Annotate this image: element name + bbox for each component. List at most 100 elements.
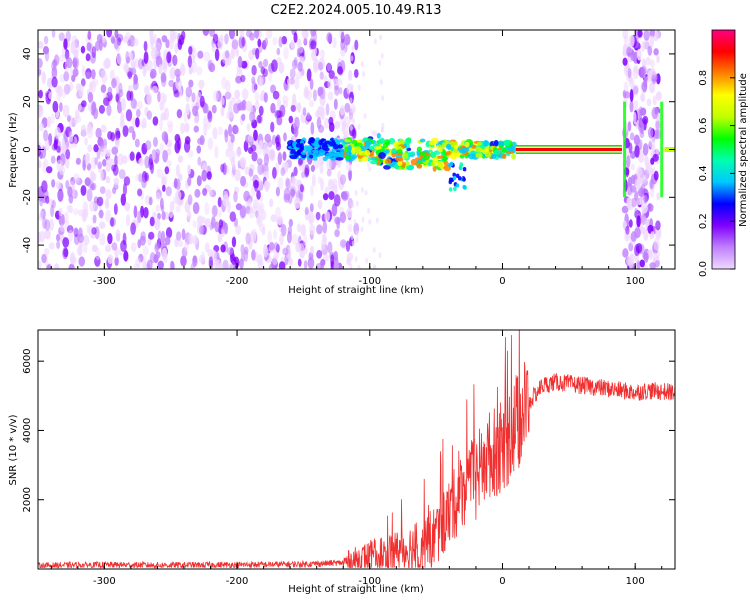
- spectrogram-cell: [86, 42, 92, 52]
- spectrogram-cell: [653, 48, 659, 56]
- spectrogram-cell: [207, 248, 213, 258]
- spectrogram-cell: [69, 251, 76, 265]
- spectrogram-cell: [409, 151, 416, 155]
- spectrogram-cell: [656, 192, 661, 201]
- spectrogram-cell: [277, 152, 283, 166]
- spectrogram-cell: [270, 84, 277, 94]
- spectrogram-cell: [211, 205, 218, 217]
- spectrogram-cell: [144, 172, 150, 182]
- spectrogram-cell: [349, 124, 353, 131]
- spectrogram-cell: [72, 68, 79, 78]
- spectrogram-cell: [398, 157, 404, 162]
- spectrogram-cell: [341, 192, 348, 202]
- spectrogram-cell: [276, 110, 283, 118]
- spectrogram-cell: [327, 78, 332, 91]
- spectrogram-cell: [58, 213, 66, 227]
- spectrogram-cell: [281, 224, 287, 237]
- spectrogram-cell: [133, 263, 141, 269]
- spectrogram-cell: [649, 30, 655, 38]
- spectrogram-cell: [303, 247, 308, 255]
- spectrogram-cell: [241, 36, 246, 47]
- spectrogram-cell: [111, 146, 119, 155]
- snr-x-label: Height of straight line (km): [288, 584, 424, 595]
- spectrogram-cell: [315, 211, 321, 221]
- spectrogram-cell: [378, 59, 382, 66]
- spectrogram-cell: [326, 158, 332, 171]
- spectrogram-cell: [296, 71, 303, 79]
- spectrogram-cell: [281, 36, 288, 45]
- spectrogram-cell: [98, 104, 106, 114]
- spectrogram-cell: [235, 48, 239, 57]
- spectrogram-cell: [84, 177, 91, 187]
- spectrogram-cell: [132, 80, 139, 91]
- spectrogram-cell: [217, 232, 223, 243]
- spectrogram-cell: [38, 58, 43, 69]
- spectrogram-cell: [68, 81, 74, 92]
- spectrogram-cell: [638, 106, 644, 116]
- spectrogram-cell: [623, 35, 629, 44]
- spectrogram-cell: [194, 188, 201, 198]
- spectrogram-plot: [38, 30, 675, 269]
- spectrogram-cell: [234, 89, 241, 100]
- spectrogram-cell: [272, 229, 278, 240]
- spectrogram-cell: [304, 206, 309, 216]
- spectrogram-cell: [204, 218, 211, 228]
- spectrogram-cell: [98, 38, 103, 51]
- spectrogram-cell: [130, 67, 137, 76]
- spectrogram-cell: [134, 138, 140, 148]
- spectrogram-cell: [660, 101, 664, 198]
- spectrogram-cell: [159, 142, 164, 155]
- spectrogram-cell: [293, 178, 300, 192]
- spectrogram-cell: [120, 112, 125, 125]
- spectrogram-cell: [275, 206, 282, 218]
- spectrogram-cell: [274, 109, 282, 119]
- spectrogram-cell: [157, 91, 161, 103]
- spectrogram-cell: [256, 189, 261, 200]
- spectrogram-cell: [318, 139, 323, 146]
- spectrogram-cell: [154, 148, 161, 158]
- spectrogram-cell: [138, 157, 144, 166]
- spectrogram-cell: [91, 227, 97, 235]
- spectrogram-cell: [220, 97, 225, 106]
- spectrogram-cell: [645, 162, 651, 171]
- spectrogram-cell: [263, 92, 268, 103]
- spectrogram-cell: [302, 107, 307, 116]
- y-tick-label: -20: [22, 189, 33, 205]
- spectrogram-cell: [653, 170, 659, 181]
- spectrogram-cell: [239, 30, 245, 39]
- spectrogram-cell: [181, 246, 188, 258]
- spectrogram-cell: [159, 92, 166, 105]
- spectrogram-cell: [58, 32, 65, 42]
- spectrogram-cell: [357, 123, 361, 130]
- spectrogram-cell: [41, 146, 47, 159]
- spectrogram-cell: [61, 143, 67, 155]
- spectrogram-cell: [355, 200, 359, 207]
- spectrogram-cell: [263, 143, 268, 155]
- spectrogram-cell: [90, 156, 98, 170]
- spectrogram-cell: [142, 245, 149, 256]
- spectrogram-cell: [287, 226, 293, 236]
- spectrogram-cell: [310, 40, 317, 50]
- spectrogram-cell: [41, 253, 47, 264]
- spectrogram-cell: [207, 110, 213, 123]
- spectrogram-cell: [169, 38, 174, 50]
- spectrogram-cell: [289, 154, 298, 160]
- spectrogram-cell: [288, 218, 294, 228]
- spectrogram-cell: [160, 230, 166, 244]
- spectrogram-cell: [43, 35, 49, 45]
- spectrogram-cell: [254, 91, 260, 102]
- spectrogram-cell: [462, 184, 467, 190]
- spectrogram-cell: [245, 30, 253, 38]
- spectrogram-cell: [107, 86, 113, 96]
- spectrogram-cell: [223, 165, 230, 175]
- spectrogram-cell: [68, 229, 74, 242]
- spectrogram-cell: [429, 151, 437, 158]
- spectrogram-cell: [84, 137, 88, 146]
- spectrogram-cell: [345, 240, 351, 252]
- spectrogram-cell: [127, 71, 133, 80]
- spectrogram-cell: [451, 149, 460, 154]
- spectrogram-cell: [87, 144, 93, 153]
- spectrogram-cell: [379, 79, 383, 86]
- spectrogram-cell: [643, 30, 650, 41]
